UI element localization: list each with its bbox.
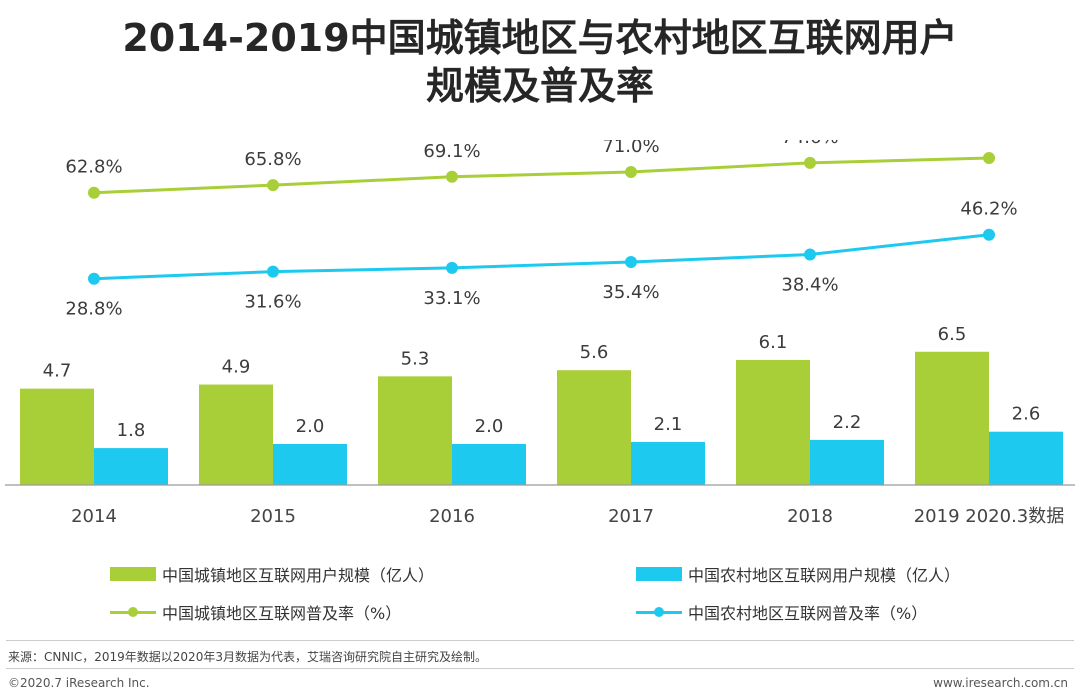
label-urban-users-0: 4.7 [43, 361, 72, 382]
point-urban-rate-3 [625, 165, 637, 178]
bar-urban-2 [378, 376, 452, 485]
line-rural-rate [93, 233, 990, 281]
label-rural-rate-3: 35.4% [602, 282, 659, 303]
point-urban-rate-5 [983, 152, 995, 165]
legend-rural-users: 中国农村地区互联网用户规模（亿人） [636, 562, 960, 586]
label-rural-rate-1: 31.6% [244, 292, 301, 313]
label-rural-users-2: 2.0 [475, 416, 504, 437]
label-urban-rate-3: 71.0% [602, 140, 659, 157]
label-rural-rate-4: 38.4% [781, 274, 838, 295]
bar-rural-1 [273, 444, 347, 485]
legend-rural-rate: 中国农村地区互联网普及率（%） [636, 600, 927, 624]
legend-swatch-urban-users [110, 567, 156, 581]
chart-title-line1: 2014-2019中国城镇地区与农村地区互联网用户 [122, 16, 958, 60]
label-urban-users-4: 6.1 [759, 332, 788, 353]
label-rural-users-0: 1.8 [117, 420, 146, 441]
bar-urban-3 [557, 370, 631, 485]
label-urban-users-3: 5.6 [580, 342, 609, 363]
label-rural-users-1: 2.0 [296, 416, 325, 437]
bar-rural-2 [452, 444, 526, 485]
footer-divider [6, 640, 1074, 641]
legend-swatch-rural-users [636, 567, 682, 581]
legend-swatch-urban-rate [110, 605, 156, 619]
legend-label-urban-users: 中国城镇地区互联网用户规模（亿人） [162, 566, 435, 585]
bar-rural-3 [631, 441, 705, 485]
label-urban-rate-5: 76.5% [960, 140, 1017, 143]
footer-divider-bottom [6, 668, 1074, 669]
point-urban-rate-0 [88, 186, 100, 199]
label-urban-users-1: 4.9 [222, 357, 251, 378]
x-tick-5: 2019 2020.3数据 [914, 506, 1065, 527]
point-rural-rate-3 [625, 256, 637, 269]
label-urban-rate-1: 65.8% [244, 149, 301, 170]
source-note: 来源：CNNIC，2019年数据以2020年3月数据为代表，艾瑞咨询研究院自主研… [8, 650, 487, 664]
chart-plot: 4.7 1.8 2014 4.9 2.0 2015 5.3 2.0 2016 5.6 2.1 2017… [5, 140, 1075, 527]
x-tick-1: 2015 [250, 506, 296, 527]
point-rural-rate-2 [446, 261, 458, 274]
bar-urban-4 [736, 359, 810, 485]
point-rural-rate-0 [88, 272, 100, 285]
bar-urban-1 [199, 384, 273, 485]
label-rural-users-4: 2.2 [833, 412, 862, 433]
label-rural-rate-5: 46.2% [960, 199, 1017, 220]
legend-label-rural-users: 中国农村地区互联网用户规模（亿人） [688, 566, 961, 585]
bar-urban-5 [915, 351, 989, 485]
bar-rural-5 [989, 431, 1063, 485]
x-tick-4: 2018 [787, 506, 833, 527]
point-urban-rate-1 [267, 179, 279, 192]
bar-urban-0 [20, 388, 94, 485]
point-rural-rate-5 [983, 228, 995, 241]
point-urban-rate-2 [446, 170, 458, 183]
x-tick-0: 2014 [71, 506, 117, 527]
label-rural-users-3: 2.1 [654, 414, 683, 435]
label-urban-rate-0: 62.8% [65, 157, 122, 178]
point-urban-rate-4 [804, 156, 816, 169]
x-tick-3: 2017 [608, 506, 654, 527]
bar-rural-0 [94, 448, 168, 485]
website-link: www.iresearch.com.cn [933, 676, 1068, 690]
line-urban-rate [93, 156, 990, 195]
point-rural-rate-1 [267, 265, 279, 278]
label-urban-users-5: 6.5 [938, 324, 967, 345]
copyright: ©2020.7 iResearch Inc. [8, 676, 150, 690]
legend-urban-users: 中国城镇地区互联网用户规模（亿人） [110, 562, 434, 586]
label-urban-rate-4: 74.6% [781, 140, 838, 148]
legend-urban-rate: 中国城镇地区互联网普及率（%） [110, 600, 401, 624]
chart-title-line2: 规模及普及率 [425, 64, 654, 108]
bar-rural-4 [810, 439, 884, 485]
legend-label-urban-rate: 中国城镇地区互联网普及率（%） [162, 604, 402, 623]
label-rural-rate-2: 33.1% [423, 288, 480, 309]
label-rural-users-5: 2.6 [1012, 404, 1041, 425]
legend-swatch-rural-rate [636, 605, 682, 619]
label-urban-users-2: 5.3 [401, 348, 430, 369]
label-urban-rate-2: 69.1% [423, 141, 480, 162]
legend-label-rural-rate: 中国农村地区互联网普及率（%） [688, 604, 928, 623]
label-rural-rate-0: 28.8% [65, 299, 122, 320]
x-tick-2: 2016 [429, 506, 475, 527]
point-rural-rate-4 [804, 248, 816, 261]
